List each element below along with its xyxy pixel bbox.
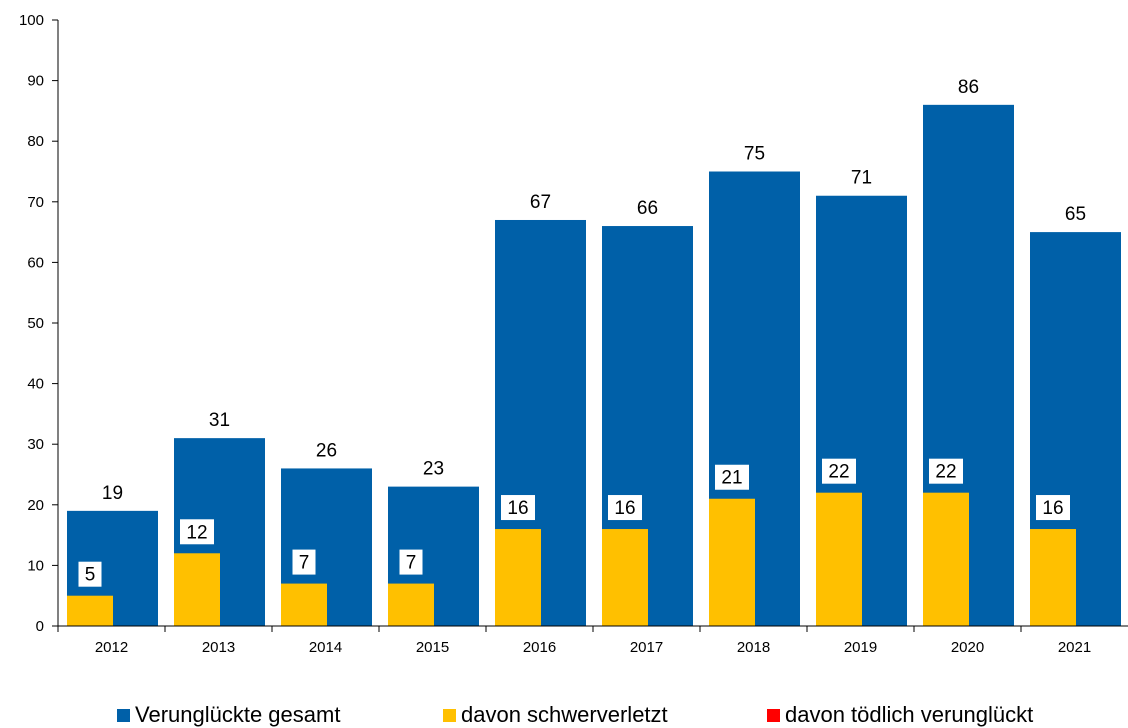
chart-svg: 1952012311220132672014237201567162016661… [19,12,1128,656]
data-label-box-serious-2016 [501,495,535,521]
data-label-box-serious-2014 [292,549,316,575]
legend-item-serious: davon schwerverletzt [443,702,668,728]
x-tick-label-2019: 2019 [844,639,877,656]
y-tick-label-20: 20 [27,497,44,514]
y-tick-label-0: 0 [36,618,44,635]
data-label-serious-2020: 22 [935,462,956,483]
y-tick-label-30: 30 [27,436,44,453]
legend-label-fatal: davon tödlich verunglückt [785,702,1034,727]
bar-serious-2021 [1030,529,1076,626]
y-tick-label-100: 100 [19,12,44,29]
legend-swatch-serious [443,708,456,722]
legend-label-total: Verunglückte gesamt [135,702,341,727]
data-label-total-2016: 67 [530,192,551,213]
data-label-box-serious-2015 [399,549,423,575]
x-tick-label-2021: 2021 [1058,639,1091,656]
data-label-total-2020: 86 [958,77,979,98]
data-label-total-2018: 75 [744,144,765,165]
bar-serious-2018 [709,498,755,626]
bar-serious-2019 [816,492,862,626]
x-tick-label-2015: 2015 [416,639,449,656]
x-tick-label-2013: 2013 [202,639,235,656]
data-label-serious-2012: 5 [85,565,96,586]
data-label-total-2012: 19 [102,483,123,504]
x-tick-label-2020: 2020 [951,639,984,656]
data-label-serious-2019: 22 [828,462,849,483]
y-tick-label-80: 80 [27,133,44,150]
y-tick-label-90: 90 [27,73,44,90]
x-tick-label-2017: 2017 [630,639,663,656]
y-tick-label-70: 70 [27,194,44,211]
legend-swatch-total [117,708,130,722]
data-label-box-serious-2020 [929,458,963,484]
data-label-total-2014: 26 [316,440,337,461]
data-label-box-serious-2012 [78,561,102,587]
y-tick-label-50: 50 [27,315,44,332]
y-tick-label-60: 60 [27,254,44,271]
data-label-serious-2018: 21 [721,468,742,489]
data-label-serious-2017: 16 [614,498,635,519]
data-label-serious-2015: 7 [406,553,417,574]
data-label-serious-2021: 16 [1042,498,1063,519]
data-label-total-2021: 65 [1065,204,1086,225]
y-tick-label-40: 40 [27,376,44,393]
data-label-total-2017: 66 [637,198,658,219]
data-label-box-serious-2021 [1036,495,1070,521]
data-label-serious-2013: 12 [186,522,207,543]
bar-serious-2014 [281,583,327,626]
data-label-serious-2016: 16 [507,498,528,519]
data-label-total-2015: 23 [423,459,444,480]
data-label-total-2013: 31 [209,410,230,431]
legend-item-fatal: davon tödlich verunglückt [767,702,1033,728]
legend-item-total: Verunglückte gesamt [117,702,340,728]
axes-group [52,19,1128,632]
legend-label-serious: davon schwerverletzt [461,702,668,727]
bar-serious-2017 [602,529,648,626]
x-tick-label-2016: 2016 [523,639,556,656]
bar-serious-2020 [923,492,969,626]
bar-serious-2013 [174,553,220,626]
legend-swatch-fatal [767,708,780,722]
data-label-box-serious-2017 [608,495,642,521]
bar-serious-2016 [495,529,541,626]
x-tick-label-2014: 2014 [309,639,342,656]
x-tick-label-2018: 2018 [737,639,770,656]
legend: Verunglückte gesamt davon schwerverletzt… [0,702,1128,727]
data-label-serious-2014: 7 [299,553,310,574]
labels-group: 1952012311220132672014237201567162016661… [19,12,1091,656]
data-label-box-serious-2013 [180,519,214,545]
data-label-total-2019: 71 [851,168,872,189]
bars-group [67,104,1121,627]
bar-serious-2015 [388,583,434,626]
y-tick-label-10: 10 [27,557,44,574]
bar-serious-2012 [67,595,113,626]
x-tick-label-2012: 2012 [95,639,128,656]
data-label-box-serious-2019 [822,458,856,484]
data-label-box-serious-2018 [715,464,749,490]
